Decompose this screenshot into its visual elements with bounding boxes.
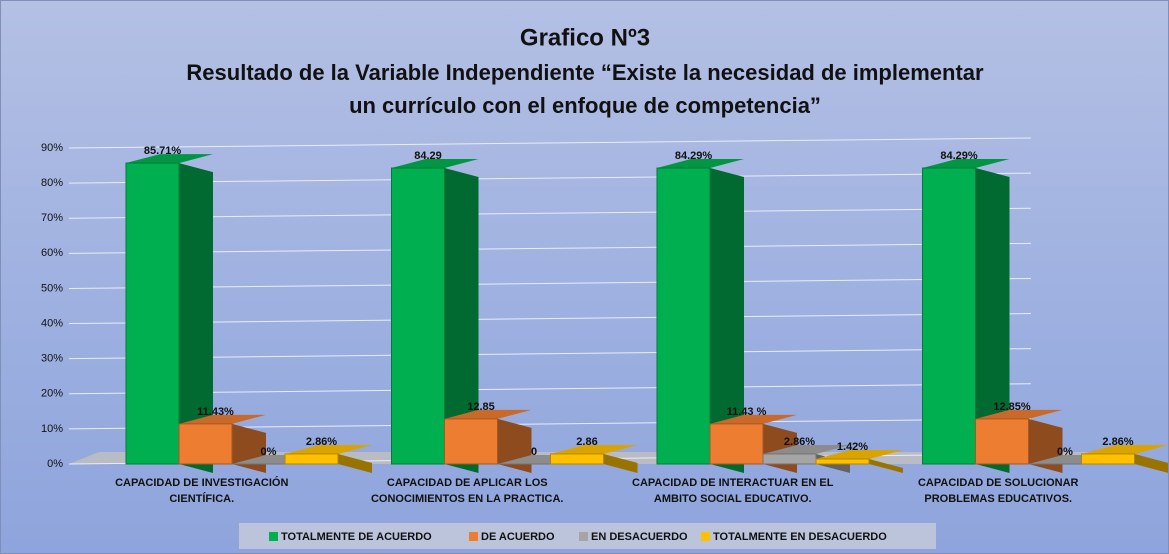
legend-marker xyxy=(269,532,278,541)
x-tick-label: CAPACIDAD DE INTERACTUAR EN EL AMBITO SO… xyxy=(632,477,834,505)
bar-top xyxy=(126,154,213,164)
bar-side xyxy=(975,168,1010,473)
bar xyxy=(444,409,532,473)
bar-top xyxy=(975,409,1063,419)
bar-front xyxy=(975,418,1029,465)
bar xyxy=(922,159,1010,473)
data-label: 0% xyxy=(261,446,277,458)
chart-subtitle: Resultado de la Variable Independiente “… xyxy=(186,60,984,85)
bar-side xyxy=(1081,464,1116,473)
grid-line xyxy=(68,242,1032,254)
x-tick-label: CAPACIDAD DE APLICAR LOS CONOCIMIENTOS E… xyxy=(370,477,564,505)
data-label: 84.29% xyxy=(675,150,713,162)
data-label: 0 xyxy=(531,446,537,458)
bar-side xyxy=(179,163,213,473)
data-label: 2.86% xyxy=(1102,436,1133,448)
bar xyxy=(656,159,744,473)
bar xyxy=(125,154,213,473)
bar-front xyxy=(391,167,445,465)
grid-line xyxy=(68,383,1032,395)
legend-label: TOTALMENTE EN DESACUERDO xyxy=(713,531,887,543)
bar xyxy=(391,159,479,473)
y-tick-label: 20% xyxy=(41,388,63,400)
grid-line xyxy=(68,137,1032,149)
data-label: 11.43% xyxy=(197,406,234,418)
bar-front xyxy=(656,167,711,465)
y-tick-label: 60% xyxy=(41,247,63,259)
data-label: 85.71% xyxy=(144,145,182,157)
bar-front xyxy=(762,453,817,465)
y-tick-label: 0% xyxy=(47,458,63,470)
grid-line xyxy=(68,348,1032,360)
grid-line xyxy=(68,277,1032,289)
bar-side xyxy=(869,459,903,473)
y-tick-label: 80% xyxy=(41,177,63,189)
data-label: 2.86% xyxy=(306,436,337,448)
bar-top xyxy=(922,159,1010,169)
bar-top xyxy=(179,414,266,424)
data-label: 2.86 xyxy=(576,436,597,448)
data-label: 1.42% xyxy=(837,441,868,453)
y-tick-label: 70% xyxy=(41,212,63,224)
bar-front xyxy=(125,162,180,465)
legend-marker xyxy=(579,532,588,541)
bar-front xyxy=(709,423,764,465)
bar-front xyxy=(284,453,339,465)
y-tick-label: 40% xyxy=(41,317,63,329)
grid-line xyxy=(68,207,1032,219)
bar-top xyxy=(391,159,479,169)
data-label: 84.29% xyxy=(940,150,978,162)
bar-front xyxy=(444,418,498,465)
bar-side xyxy=(1134,453,1168,473)
y-tick-label: 10% xyxy=(41,423,63,435)
bar-top xyxy=(444,409,532,419)
data-label: 84.29 xyxy=(414,150,442,162)
bar-top xyxy=(710,414,797,424)
x-tick-label: CAPACIDAD DE SOLUCIONAR PROBLEMAS EDUCAT… xyxy=(917,477,1079,505)
bar-side xyxy=(550,464,585,473)
grid-line xyxy=(68,313,1032,325)
bar xyxy=(1081,444,1168,473)
data-label: 11.43 % xyxy=(727,406,767,418)
bar-side xyxy=(603,453,638,473)
grid-line xyxy=(68,172,1032,184)
bar-side xyxy=(444,168,479,473)
legend-label: DE ACUERDO xyxy=(481,531,555,543)
y-tick-label: 50% xyxy=(41,282,63,294)
bar-top xyxy=(816,450,903,460)
bar xyxy=(550,444,638,473)
x-tick-label: CAPACIDAD DE INVESTIGACIÓN CIENTÍFICA. xyxy=(115,477,289,505)
bar xyxy=(284,444,372,473)
bar-top xyxy=(763,444,850,454)
data-label: 0% xyxy=(1057,446,1073,458)
bar-front xyxy=(550,453,604,465)
bar-front xyxy=(178,423,233,465)
legend-marker xyxy=(701,532,710,541)
bar-side xyxy=(285,464,319,473)
bar xyxy=(815,450,903,473)
bar-front xyxy=(815,458,870,465)
bar-front xyxy=(1081,453,1135,465)
bar-top xyxy=(1081,444,1168,454)
data-label: 2.86% xyxy=(784,436,815,448)
data-label: 12.85 xyxy=(467,401,495,413)
bar-side xyxy=(338,453,372,473)
bar-top xyxy=(657,159,744,169)
bar-front xyxy=(922,167,976,465)
legend-marker xyxy=(469,532,478,541)
bar-side xyxy=(710,168,744,473)
chart-subtitle: un currículo con el enfoque de competenc… xyxy=(349,93,821,118)
data-label: 12.85% xyxy=(993,401,1031,413)
chart-title: Grafico Nº3 xyxy=(520,24,650,51)
y-tick-label: 30% xyxy=(41,353,63,365)
bar-top xyxy=(550,444,638,454)
bar xyxy=(178,414,266,473)
legend-label: EN DESACUERDO xyxy=(591,531,688,543)
y-tick-label: 90% xyxy=(41,142,63,154)
legend-label: TOTALMENTE DE ACUERDO xyxy=(281,531,432,543)
bar-top xyxy=(285,444,372,454)
bar-side xyxy=(497,418,532,473)
